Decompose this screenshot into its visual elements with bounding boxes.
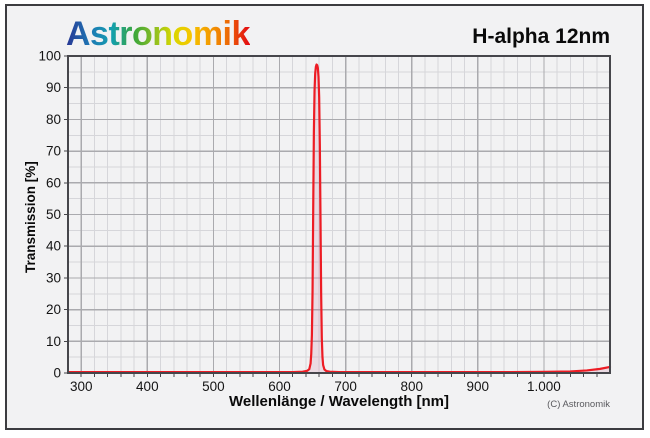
grid-major — [68, 56, 610, 373]
logo: Astronomik — [66, 15, 250, 53]
x-tick-label: 400 — [136, 379, 159, 394]
y-tick-label: 50 — [46, 207, 61, 222]
y-axis-label: Transmission [%] — [23, 161, 38, 273]
y-tick-label: 60 — [46, 175, 61, 190]
x-tick-labels: 300 400 500 600 700 800 900 1.000 — [70, 379, 561, 394]
x-tick-label: 800 — [400, 379, 423, 394]
axis-ticks — [64, 55, 598, 377]
x-tick-label: 700 — [334, 379, 357, 394]
y-tick-label: 0 — [53, 366, 61, 381]
transmission-curve — [66, 63, 612, 374]
y-tick-label: 10 — [46, 334, 61, 349]
filter-title: H-alpha 12nm — [472, 25, 610, 48]
x-tick-label: 1.000 — [527, 379, 561, 394]
y-tick-label: 90 — [46, 80, 61, 95]
x-tick-label: 500 — [202, 379, 225, 394]
curve-line — [66, 63, 612, 374]
x-tick-label: 600 — [268, 379, 291, 394]
x-tick-label: 900 — [467, 379, 490, 394]
y-tick-label: 30 — [46, 270, 61, 285]
copyright-note: (C) Astronomik — [547, 399, 610, 410]
y-tick-label: 100 — [38, 49, 61, 64]
x-axis-label: Wellenlänge / Wavelength [nm] — [228, 393, 450, 410]
x-tick-label: 300 — [70, 379, 93, 394]
y-tick-labels: 0 10 20 30 40 50 60 70 80 90 100 — [38, 49, 61, 381]
y-tick-label: 70 — [46, 144, 61, 159]
y-tick-label: 20 — [46, 302, 61, 317]
y-tick-label: 40 — [46, 239, 61, 254]
y-tick-label: 80 — [46, 112, 61, 127]
